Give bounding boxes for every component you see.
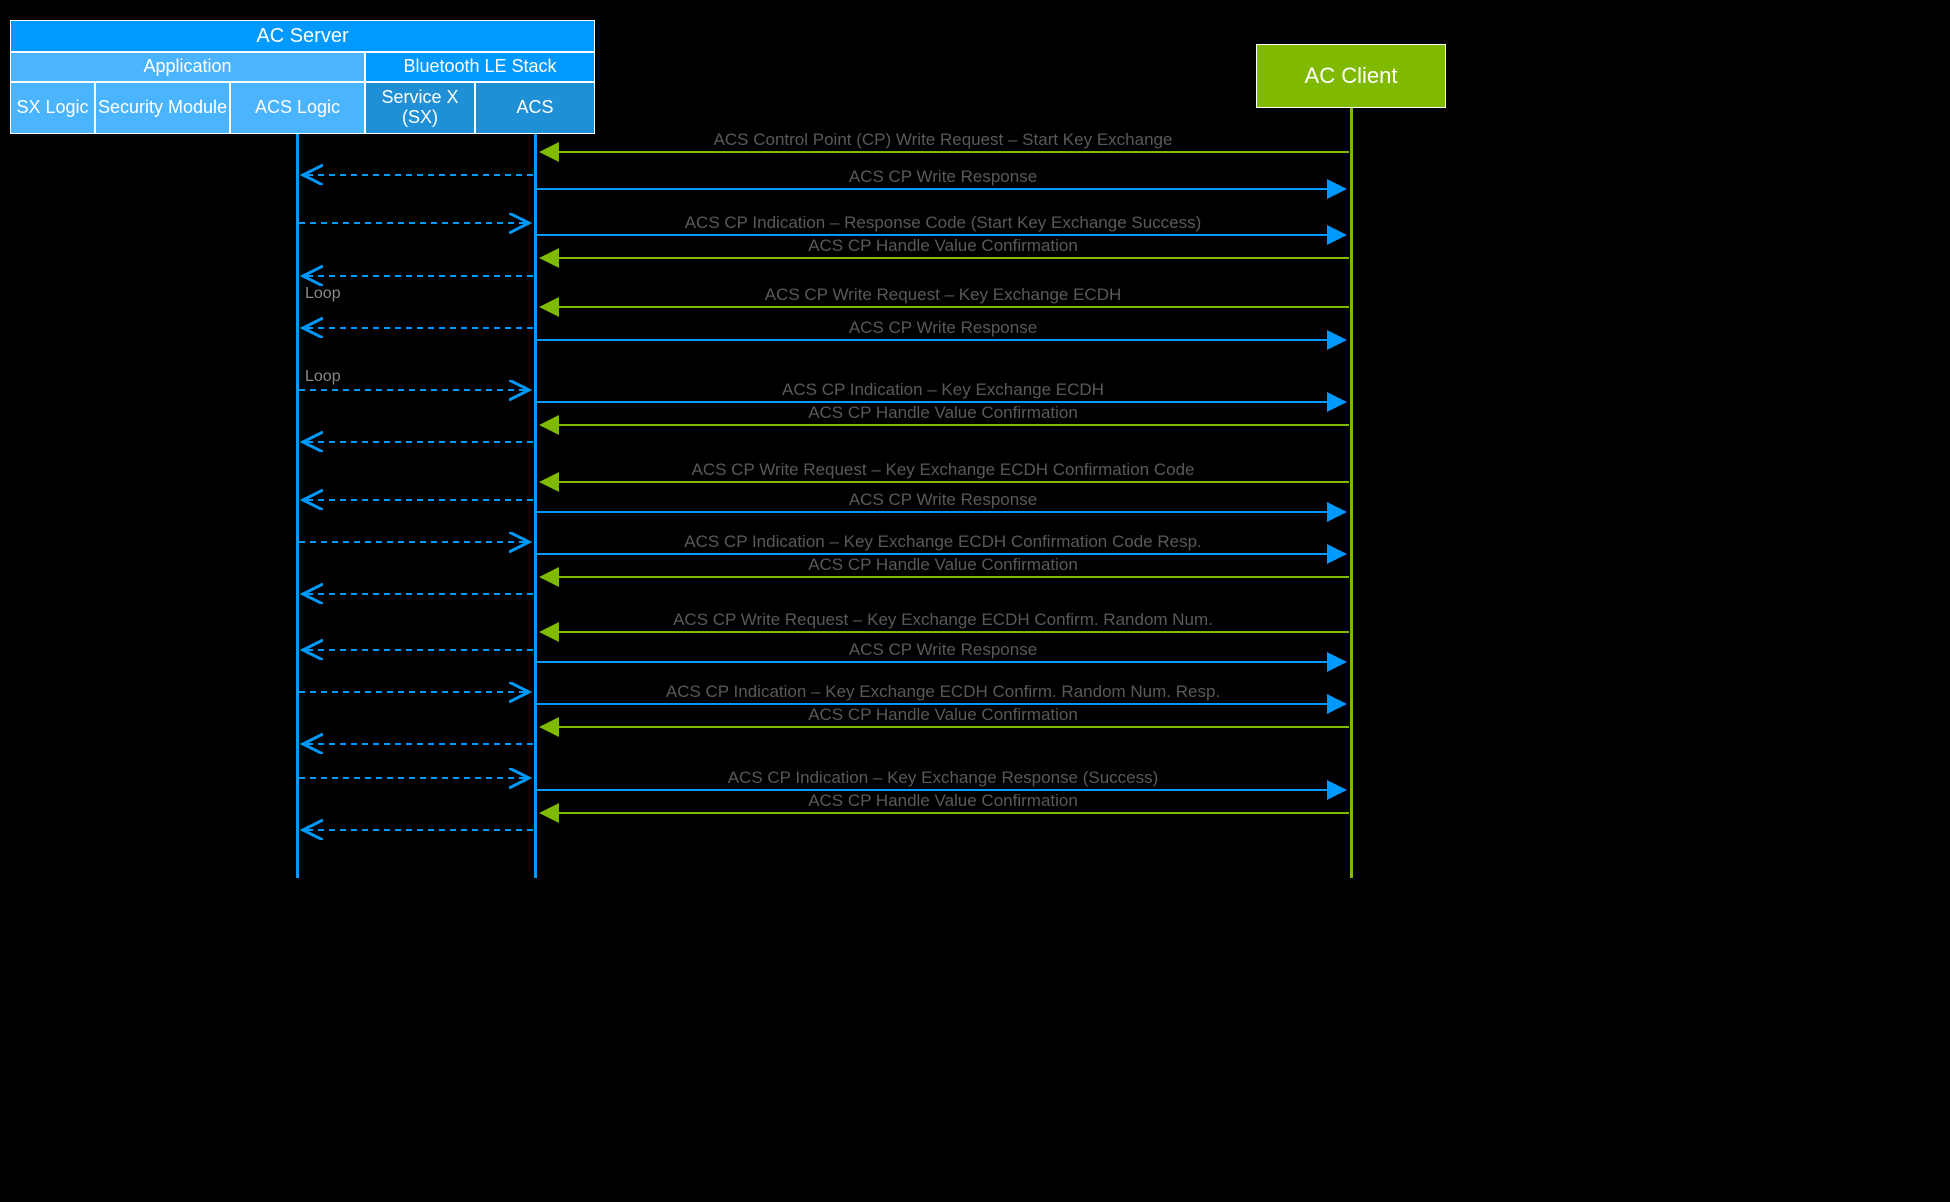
message-label: ACS CP Indication – Key Exchange ECDH Co… xyxy=(684,532,1202,552)
message-label: ACS CP Handle Value Confirmation xyxy=(808,791,1078,811)
message-label: ACS CP Write Response xyxy=(849,640,1037,660)
sx-logic-box: SX Logic xyxy=(10,82,95,134)
sequence-diagram: AC Server Application Bluetooth LE Stack… xyxy=(0,0,1460,900)
loop-label: Loop xyxy=(305,368,341,386)
message-label: ACS CP Indication – Key Exchange ECDH xyxy=(782,380,1104,400)
message-label: ACS CP Write Response xyxy=(849,167,1037,187)
message-label: ACS CP Indication – Response Code (Start… xyxy=(685,213,1202,233)
message-label: ACS Control Point (CP) Write Request – S… xyxy=(714,130,1173,150)
message-label: ACS CP Indication – Key Exchange Respons… xyxy=(728,768,1159,788)
message-label: ACS CP Write Request – Key Exchange ECDH… xyxy=(673,610,1213,630)
message-label: ACS CP Write Response xyxy=(849,318,1037,338)
ble-stack-box: Bluetooth LE Stack xyxy=(365,52,595,82)
lifeline-acs-logic xyxy=(296,134,299,878)
service-x-box: Service X (SX) xyxy=(365,82,475,134)
acs-box: ACS xyxy=(475,82,595,134)
security-module-box: Security Module xyxy=(95,82,230,134)
message-label: ACS CP Handle Value Confirmation xyxy=(808,705,1078,725)
ac-server-box: AC Server xyxy=(10,20,595,52)
message-label: ACS CP Indication – Key Exchange ECDH Co… xyxy=(666,682,1220,702)
message-label: ACS CP Write Response xyxy=(849,490,1037,510)
message-label: ACS CP Handle Value Confirmation xyxy=(808,555,1078,575)
message-label: ACS CP Handle Value Confirmation xyxy=(808,236,1078,256)
acs-logic-box: ACS Logic xyxy=(230,82,365,134)
application-box: Application xyxy=(10,52,365,82)
message-label: ACS CP Handle Value Confirmation xyxy=(808,403,1078,423)
message-label: ACS CP Write Request – Key Exchange ECDH xyxy=(765,285,1122,305)
ac-client-box: AC Client xyxy=(1256,44,1446,108)
lifeline-acs xyxy=(534,134,537,878)
lifeline-client xyxy=(1350,108,1353,878)
message-label: ACS CP Write Request – Key Exchange ECDH… xyxy=(692,460,1195,480)
loop-label: Loop xyxy=(305,285,341,303)
